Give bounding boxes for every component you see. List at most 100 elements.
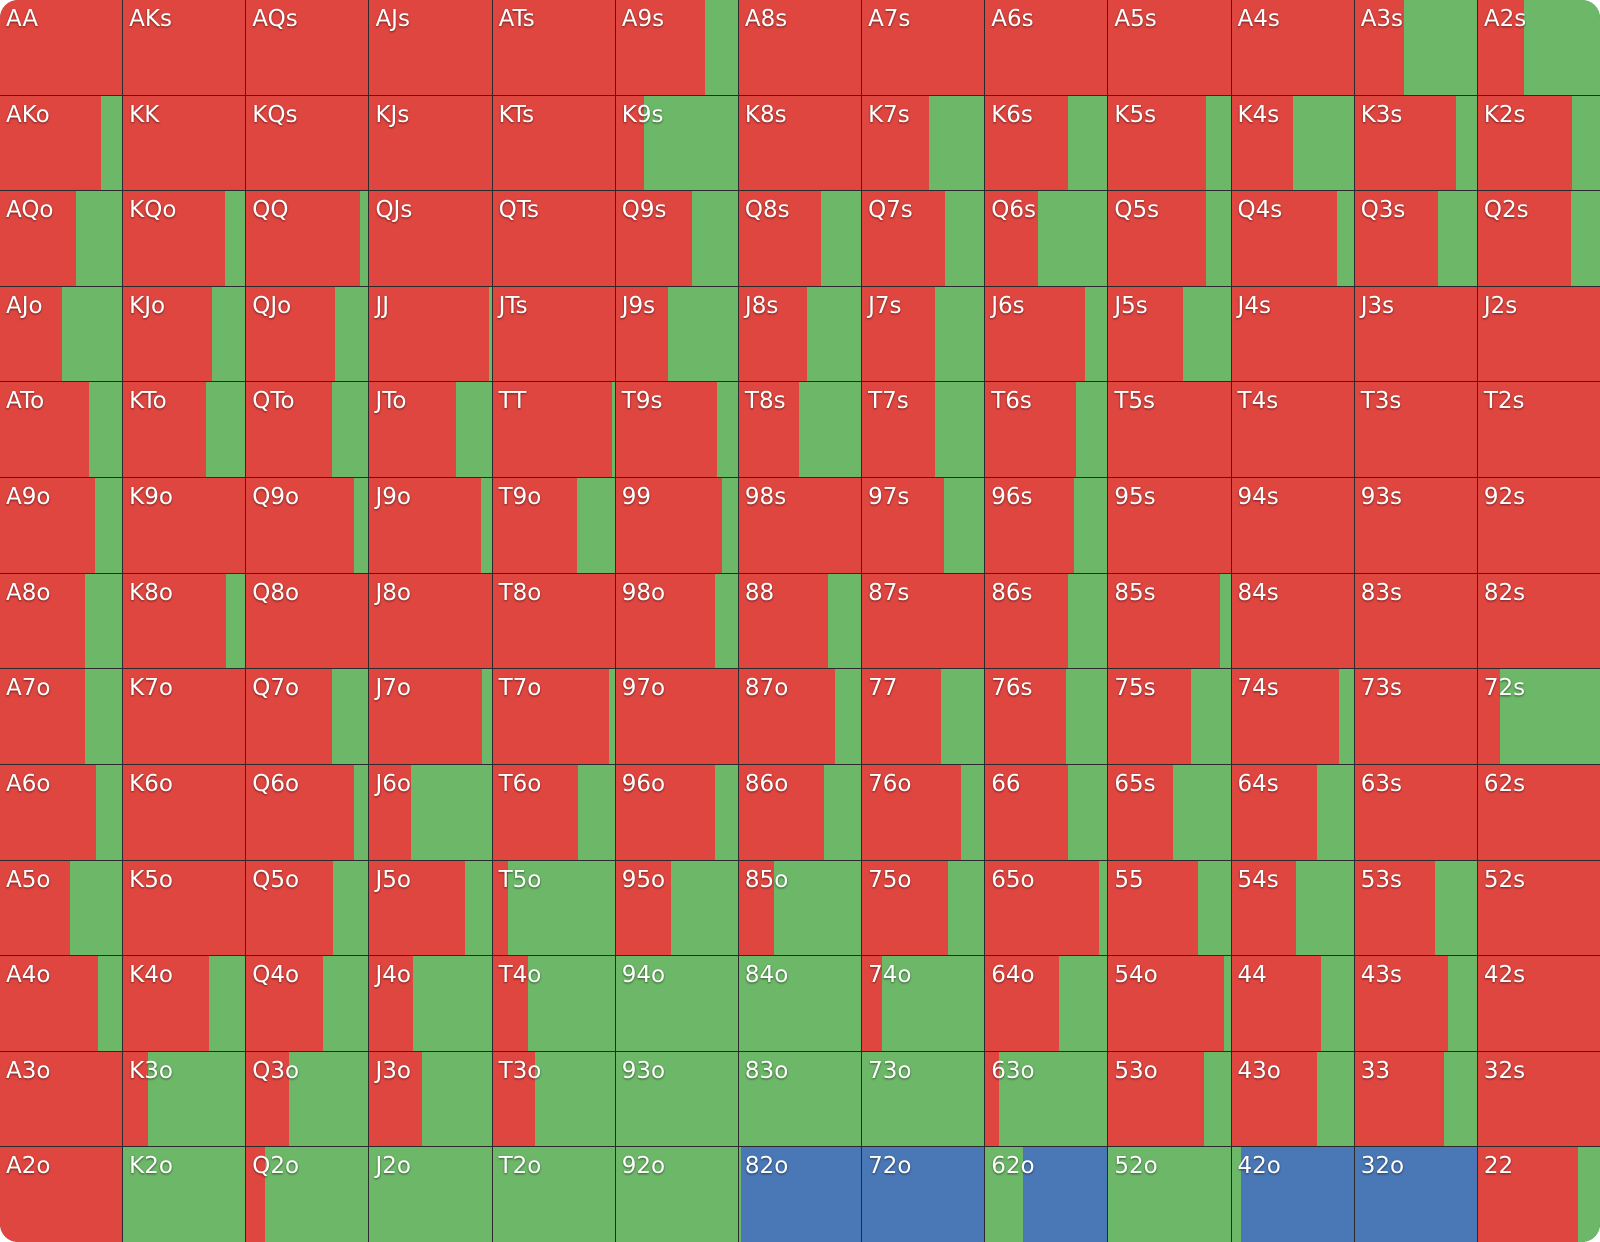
hand-cell[interactable]: JTs <box>492 286 615 382</box>
hand-cell[interactable]: A7s <box>862 0 985 95</box>
hand-cell[interactable]: AQo <box>0 191 123 286</box>
hand-cell[interactable]: Q8o <box>246 573 369 669</box>
hand-cell[interactable]: 74o <box>862 956 985 1051</box>
hand-cell[interactable]: A2s <box>1477 0 1600 95</box>
hand-cell[interactable]: 92s <box>1477 478 1600 573</box>
hand-cell[interactable]: 52o <box>1108 1147 1231 1242</box>
hand-cell[interactable]: A5s <box>1108 0 1231 95</box>
hand-cell[interactable]: 98s <box>738 478 862 573</box>
hand-cell[interactable]: QTo <box>246 382 369 478</box>
hand-cell[interactable]: T8o <box>492 573 615 669</box>
hand-cell[interactable]: K3s <box>1354 95 1477 191</box>
hand-cell[interactable]: 96o <box>615 764 738 860</box>
hand-cell[interactable]: TT <box>492 382 615 478</box>
hand-cell[interactable]: 98o <box>615 573 738 669</box>
hand-cell[interactable]: 77 <box>862 669 985 764</box>
hand-cell[interactable]: A4s <box>1231 0 1354 95</box>
hand-cell[interactable]: KQo <box>123 191 246 286</box>
hand-cell[interactable]: 85s <box>1108 573 1231 669</box>
hand-cell[interactable]: 62o <box>985 1147 1108 1242</box>
hand-cell[interactable]: 82s <box>1477 573 1600 669</box>
hand-cell[interactable]: J5s <box>1108 286 1231 382</box>
hand-cell[interactable]: T5o <box>492 860 615 956</box>
hand-cell[interactable]: 94s <box>1231 478 1354 573</box>
hand-cell[interactable]: T9o <box>492 478 615 573</box>
hand-cell[interactable]: AA <box>0 0 123 95</box>
hand-cell[interactable]: K8s <box>738 95 862 191</box>
hand-cell[interactable]: J3s <box>1354 286 1477 382</box>
hand-cell[interactable]: 88 <box>738 573 862 669</box>
hand-cell[interactable]: K4s <box>1231 95 1354 191</box>
hand-cell[interactable]: 72o <box>862 1147 985 1242</box>
hand-cell[interactable]: 63o <box>985 1051 1108 1147</box>
hand-cell[interactable]: T8s <box>738 382 862 478</box>
hand-cell[interactable]: 73s <box>1354 669 1477 764</box>
hand-cell[interactable]: 96s <box>985 478 1108 573</box>
hand-cell[interactable]: T7s <box>862 382 985 478</box>
hand-cell[interactable]: AQs <box>246 0 369 95</box>
hand-cell[interactable]: 75o <box>862 860 985 956</box>
hand-cell[interactable]: A8o <box>0 573 123 669</box>
hand-cell[interactable]: Q4o <box>246 956 369 1051</box>
hand-cell[interactable]: 85o <box>738 860 862 956</box>
hand-cell[interactable]: 52s <box>1477 860 1600 956</box>
hand-cell[interactable]: 97s <box>862 478 985 573</box>
hand-cell[interactable]: T2s <box>1477 382 1600 478</box>
hand-cell[interactable]: 84s <box>1231 573 1354 669</box>
hand-cell[interactable]: 53o <box>1108 1051 1231 1147</box>
hand-cell[interactable]: Q9s <box>615 191 738 286</box>
hand-cell[interactable]: QTs <box>492 191 615 286</box>
hand-cell[interactable]: 86s <box>985 573 1108 669</box>
hand-cell[interactable]: J7o <box>369 669 492 764</box>
hand-cell[interactable]: T4o <box>492 956 615 1051</box>
hand-cell[interactable]: Q2o <box>246 1147 369 1242</box>
hand-cell[interactable]: 94o <box>615 956 738 1051</box>
hand-cell[interactable]: AJs <box>369 0 492 95</box>
hand-cell[interactable]: KK <box>123 95 246 191</box>
hand-cell[interactable]: 76s <box>985 669 1108 764</box>
hand-cell[interactable]: K2s <box>1477 95 1600 191</box>
hand-cell[interactable]: 93o <box>615 1051 738 1147</box>
hand-cell[interactable]: Q3o <box>246 1051 369 1147</box>
hand-cell[interactable]: 74s <box>1231 669 1354 764</box>
hand-cell[interactable]: JJ <box>369 286 492 382</box>
hand-cell[interactable]: T3s <box>1354 382 1477 478</box>
hand-cell[interactable]: 54s <box>1231 860 1354 956</box>
hand-cell[interactable]: J9s <box>615 286 738 382</box>
hand-cell[interactable]: 76o <box>862 764 985 860</box>
hand-cell[interactable]: A6o <box>0 764 123 860</box>
hand-cell[interactable]: 43o <box>1231 1051 1354 1147</box>
hand-cell[interactable]: A2o <box>0 1147 123 1242</box>
hand-cell[interactable]: 95o <box>615 860 738 956</box>
hand-cell[interactable]: K7s <box>862 95 985 191</box>
hand-cell[interactable]: Q2s <box>1477 191 1600 286</box>
hand-cell[interactable]: 92o <box>615 1147 738 1242</box>
hand-cell[interactable]: A5o <box>0 860 123 956</box>
hand-cell[interactable]: K4o <box>123 956 246 1051</box>
hand-cell[interactable]: Q6o <box>246 764 369 860</box>
hand-cell[interactable]: 63s <box>1354 764 1477 860</box>
hand-cell[interactable]: JTo <box>369 382 492 478</box>
hand-cell[interactable]: T6s <box>985 382 1108 478</box>
hand-cell[interactable]: KTo <box>123 382 246 478</box>
hand-cell[interactable]: 87o <box>738 669 862 764</box>
hand-cell[interactable]: 73o <box>862 1051 985 1147</box>
hand-cell[interactable]: 62s <box>1477 764 1600 860</box>
hand-cell[interactable]: J7s <box>862 286 985 382</box>
hand-cell[interactable]: AKs <box>123 0 246 95</box>
hand-cell[interactable]: 42s <box>1477 956 1600 1051</box>
hand-cell[interactable]: 44 <box>1231 956 1354 1051</box>
hand-cell[interactable]: Q5o <box>246 860 369 956</box>
hand-cell[interactable]: Q6s <box>985 191 1108 286</box>
hand-cell[interactable]: 87s <box>862 573 985 669</box>
hand-cell[interactable]: A7o <box>0 669 123 764</box>
hand-cell[interactable]: 32o <box>1354 1147 1477 1242</box>
hand-cell[interactable]: T7o <box>492 669 615 764</box>
hand-cell[interactable]: KQs <box>246 95 369 191</box>
hand-cell[interactable]: K6s <box>985 95 1108 191</box>
hand-cell[interactable]: 65s <box>1108 764 1231 860</box>
hand-cell[interactable]: J8o <box>369 573 492 669</box>
hand-cell[interactable]: A4o <box>0 956 123 1051</box>
hand-cell[interactable]: A3s <box>1354 0 1477 95</box>
hand-cell[interactable]: K3o <box>123 1051 246 1147</box>
